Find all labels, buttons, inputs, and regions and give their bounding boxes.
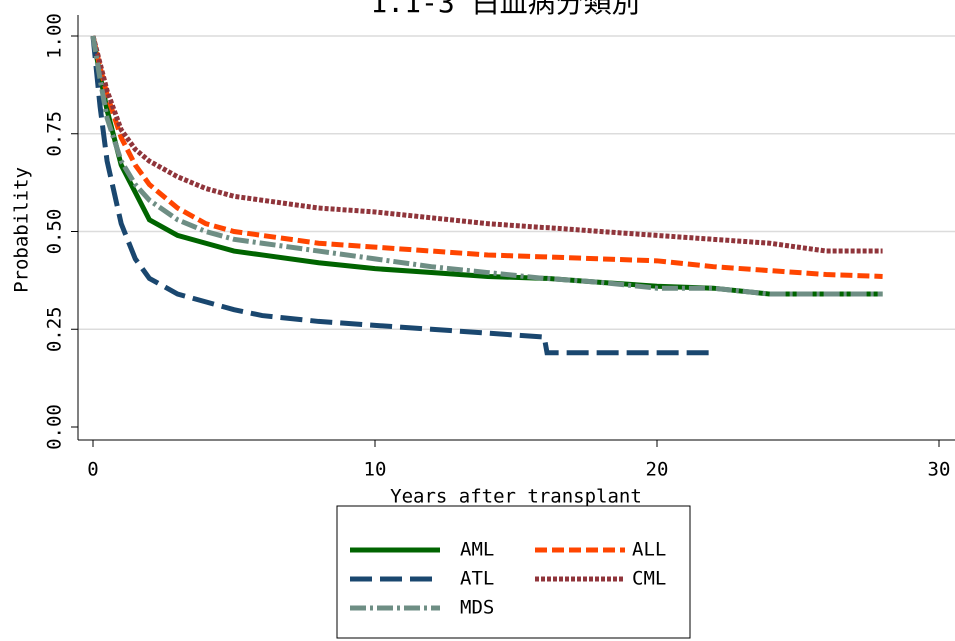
series-line xyxy=(90,35,883,297)
legend-label: ATL xyxy=(460,568,494,590)
legend-label: AML xyxy=(460,539,494,561)
x-tick-label: 30 xyxy=(928,459,951,481)
x-tick-label: 20 xyxy=(646,459,669,481)
series-line xyxy=(90,35,883,297)
x-axis-title: Years after transplant xyxy=(390,486,642,508)
series-line xyxy=(90,35,883,279)
series-line xyxy=(90,35,714,356)
y-tick-label: 1.00 xyxy=(44,13,66,59)
legend-box xyxy=(336,505,691,639)
y-tick-label: 0.00 xyxy=(44,404,66,450)
y-tick-label: 0.50 xyxy=(44,209,66,255)
legend-label: CML xyxy=(632,568,666,590)
y-axis-title: Probability xyxy=(11,167,33,293)
y-tick-label: 0.25 xyxy=(44,306,66,352)
series-line xyxy=(90,35,883,254)
legend-label: ALL xyxy=(632,539,666,561)
legend-label: MDS xyxy=(460,597,494,619)
y-tick-label: 0.75 xyxy=(44,111,66,157)
x-tick-label: 10 xyxy=(364,459,387,481)
chart-title: 1.1-3 白血病分類別 xyxy=(370,0,639,19)
x-tick-label: 0 xyxy=(87,459,98,481)
